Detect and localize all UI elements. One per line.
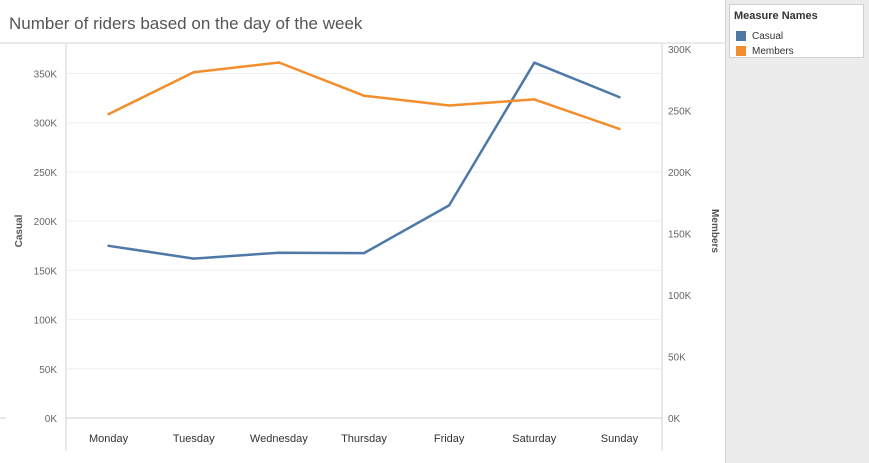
side-panel — [726, 0, 869, 463]
right-tick-label: 250K — [668, 106, 692, 117]
data-point-members — [618, 128, 620, 130]
x-tick-label: Monday — [89, 433, 129, 445]
right-tick-label: 50K — [668, 352, 686, 363]
series-line-casual — [109, 63, 620, 259]
x-tick-label: Saturday — [512, 433, 557, 445]
left-tick-label: 350K — [34, 70, 58, 81]
data-point-casual — [618, 96, 620, 98]
legend: Measure Names Casual Members — [729, 4, 864, 58]
left-axis-title: Casual — [14, 214, 25, 247]
legend-swatch-casual — [736, 31, 746, 41]
x-tick-label: Sunday — [601, 433, 639, 445]
data-point-casual — [278, 251, 280, 253]
right-axis-title: Members — [709, 209, 720, 253]
data-point-casual — [193, 257, 195, 259]
data-point-casual — [448, 204, 450, 206]
right-tick-label: 150K — [668, 229, 692, 240]
right-tick-label: 100K — [668, 291, 692, 302]
data-point-members — [448, 104, 450, 106]
data-point-casual — [363, 252, 365, 254]
data-point-casual — [533, 62, 535, 64]
legend-label-members: Members — [752, 46, 794, 57]
left-tick-label: 250K — [34, 168, 58, 179]
x-tick-label: Friday — [434, 433, 465, 445]
data-point-members — [533, 98, 535, 100]
x-tick-label: Wednesday — [250, 433, 308, 445]
left-tick-label: 0K — [45, 414, 58, 425]
data-point-members — [193, 71, 195, 73]
left-tick-label: 200K — [34, 217, 58, 228]
x-tick-label: Tuesday — [173, 433, 215, 445]
data-point-members — [107, 113, 109, 115]
data-point-members — [278, 61, 280, 63]
legend-item-members[interactable]: Members — [736, 45, 794, 57]
left-tick-label: 100K — [34, 316, 58, 327]
x-tick-label: Thursday — [341, 433, 387, 445]
left-tick-label: 50K — [39, 365, 57, 376]
legend-label-casual: Casual — [752, 31, 783, 42]
right-tick-label: 200K — [668, 168, 692, 179]
data-point-members — [363, 94, 365, 96]
right-tick-label: 300K — [668, 45, 692, 56]
left-tick-label: 300K — [34, 119, 58, 130]
right-tick-label: 0K — [668, 414, 681, 425]
legend-item-casual[interactable]: Casual — [736, 30, 783, 42]
line-chart: 0K 50K 100K 150K 200K 250K 300K 350K 0K 50K 100K 15… — [0, 0, 725, 463]
legend-swatch-members — [736, 46, 746, 56]
data-point-casual — [107, 245, 109, 247]
legend-title: Measure Names — [734, 10, 818, 22]
left-tick-label: 150K — [34, 266, 58, 277]
chart-area: Number of riders based on the day of the… — [0, 0, 725, 463]
